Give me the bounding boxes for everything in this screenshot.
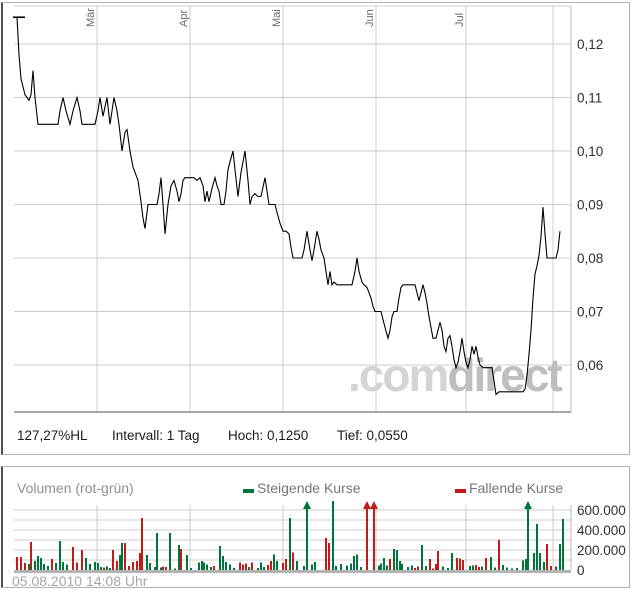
stat-interval: Intervall: 1 Tag [112, 428, 200, 443]
legend-down-dash-icon [455, 489, 466, 493]
chart-timestamp: 05.08.2010 14:08 Uhr [12, 573, 148, 589]
stat-high: Hoch: 0,1250 [228, 428, 309, 443]
watermark-prefix: .com [348, 349, 449, 401]
legend-down-label: Fallende Kurse [469, 480, 564, 496]
stat-range-percent: 127,27%HL [17, 428, 88, 443]
watermark-suffix: direct [447, 349, 562, 401]
legend-up-dash-icon [243, 489, 254, 493]
volume-title: Volumen (rot-grün) [17, 480, 134, 496]
comdirect-watermark: .comdirect [348, 349, 563, 401]
legend-up-label: Steigende Kurse [257, 480, 361, 496]
stat-low: Tief: 0,0550 [337, 428, 408, 443]
